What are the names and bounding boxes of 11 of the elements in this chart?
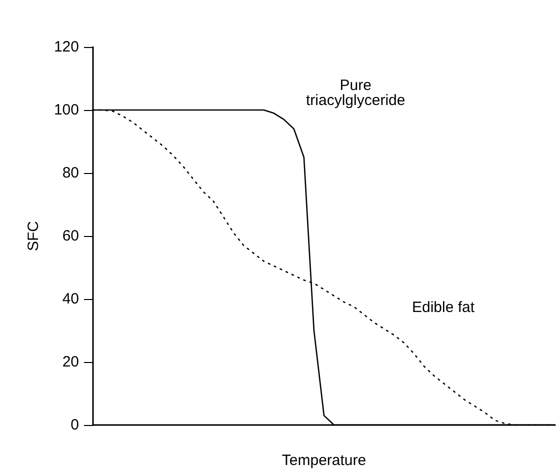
x-axis-title: Temperature: [282, 452, 366, 469]
y-tick-label: 60: [62, 228, 79, 244]
y-tick-label: 100: [54, 102, 79, 118]
y-tick-label: 40: [62, 290, 79, 308]
y-axis-title: SFC: [25, 220, 42, 251]
y-tick-label: 20: [62, 354, 79, 370]
series-label: Edible fat: [412, 299, 476, 316]
y-tick-label: 0: [70, 416, 79, 434]
series-label: Pure triacylglyceride: [306, 77, 406, 109]
y-tick-label: 80: [62, 164, 79, 182]
y-tick-label: 120: [54, 38, 79, 56]
